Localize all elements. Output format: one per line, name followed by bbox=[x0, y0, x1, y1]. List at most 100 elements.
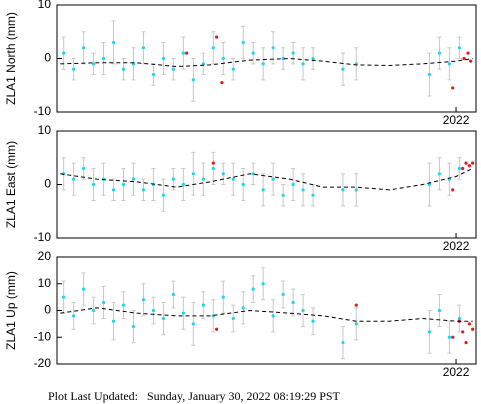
trend-line bbox=[60, 57, 473, 68]
data-point bbox=[241, 40, 245, 45]
data-point bbox=[469, 59, 473, 63]
data-point bbox=[271, 314, 275, 318]
data-point bbox=[221, 56, 225, 61]
data-point bbox=[271, 177, 275, 181]
data-point bbox=[211, 161, 215, 165]
data-point bbox=[91, 182, 96, 187]
data-point bbox=[151, 72, 156, 77]
data-point bbox=[91, 308, 96, 313]
data-point bbox=[437, 172, 442, 176]
data-point bbox=[354, 303, 358, 307]
data-point bbox=[131, 177, 136, 181]
data-point bbox=[291, 51, 295, 55]
data-point bbox=[301, 188, 305, 192]
data-point bbox=[82, 287, 86, 291]
data-point bbox=[101, 56, 106, 61]
y-tick-label: 10 bbox=[38, 276, 52, 290]
data-point bbox=[447, 335, 451, 339]
data-point bbox=[171, 292, 175, 297]
data-point bbox=[221, 172, 225, 176]
x-tick-label: 2022 bbox=[443, 113, 470, 127]
y-tick-label: 20 bbox=[38, 249, 52, 263]
data-point bbox=[82, 166, 86, 171]
data-point bbox=[221, 295, 225, 299]
data-point bbox=[211, 314, 215, 318]
data-point bbox=[251, 172, 255, 176]
data-point bbox=[311, 193, 315, 197]
y-tick-label: -20 bbox=[34, 356, 52, 370]
data-point bbox=[131, 324, 136, 329]
data-point bbox=[201, 177, 205, 181]
data-point bbox=[231, 316, 235, 321]
data-point bbox=[311, 56, 315, 61]
data-point bbox=[121, 67, 126, 71]
data-point bbox=[251, 287, 255, 291]
data-point bbox=[457, 166, 461, 171]
data-point bbox=[151, 308, 156, 313]
y-tick-label: 0 bbox=[44, 177, 51, 191]
y-axis-label: ZLA1 North (mm) bbox=[4, 12, 18, 105]
data-point bbox=[311, 319, 315, 323]
plot-frame bbox=[56, 4, 477, 113]
data-point bbox=[281, 56, 285, 61]
data-point bbox=[161, 56, 166, 61]
data-point bbox=[451, 188, 455, 192]
data-point bbox=[462, 56, 466, 61]
data-point bbox=[215, 327, 219, 331]
data-point bbox=[121, 303, 126, 307]
data-point bbox=[261, 62, 265, 66]
data-point bbox=[467, 322, 471, 326]
data-point bbox=[261, 282, 265, 286]
data-point bbox=[111, 319, 116, 323]
y-tick-label: -10 bbox=[34, 329, 52, 343]
data-point bbox=[62, 51, 66, 55]
data-point bbox=[427, 330, 432, 334]
data-point bbox=[464, 341, 468, 345]
data-point bbox=[291, 182, 295, 187]
data-point bbox=[301, 308, 305, 313]
data-point bbox=[471, 327, 475, 331]
data-point bbox=[301, 62, 305, 66]
data-point bbox=[185, 51, 189, 55]
data-point bbox=[220, 80, 224, 85]
plot-area bbox=[60, 267, 475, 360]
data-point bbox=[141, 46, 146, 50]
data-point bbox=[111, 188, 116, 192]
data-point bbox=[271, 46, 275, 50]
data-point bbox=[72, 177, 76, 181]
data-point bbox=[141, 298, 146, 302]
x-tick-label: 2022 bbox=[443, 365, 470, 379]
data-point bbox=[211, 46, 215, 50]
plot-frame bbox=[56, 130, 477, 239]
trend-line bbox=[60, 167, 473, 191]
data-point bbox=[291, 300, 295, 305]
data-point bbox=[215, 35, 219, 39]
plot-area bbox=[60, 20, 473, 102]
data-point bbox=[457, 316, 461, 321]
data-point bbox=[211, 166, 215, 171]
data-point bbox=[181, 311, 185, 315]
data-point bbox=[72, 67, 76, 71]
data-point bbox=[231, 67, 235, 71]
plot-area bbox=[60, 151, 475, 212]
x-tick-label: 2022 bbox=[443, 239, 470, 253]
data-point bbox=[251, 51, 255, 55]
y-tick-label: -10 bbox=[34, 104, 52, 118]
y-axis-label: ZLA1 East (mm) bbox=[4, 141, 18, 228]
data-point bbox=[354, 322, 358, 326]
footer: Plot Last Updated: Sunday, January 30, 2… bbox=[48, 389, 341, 403]
y-axis-label: ZLA1 Up (mm) bbox=[4, 271, 18, 350]
data-point bbox=[447, 62, 451, 66]
data-point bbox=[181, 182, 185, 187]
data-point bbox=[111, 40, 116, 45]
data-point bbox=[427, 72, 432, 77]
y-tick-label: -10 bbox=[34, 230, 52, 244]
data-point bbox=[437, 308, 442, 313]
data-point bbox=[161, 316, 166, 321]
data-point bbox=[354, 188, 358, 192]
data-point bbox=[91, 62, 96, 66]
data-point bbox=[82, 46, 86, 50]
data-point bbox=[466, 51, 470, 55]
plot-frame bbox=[56, 256, 477, 365]
